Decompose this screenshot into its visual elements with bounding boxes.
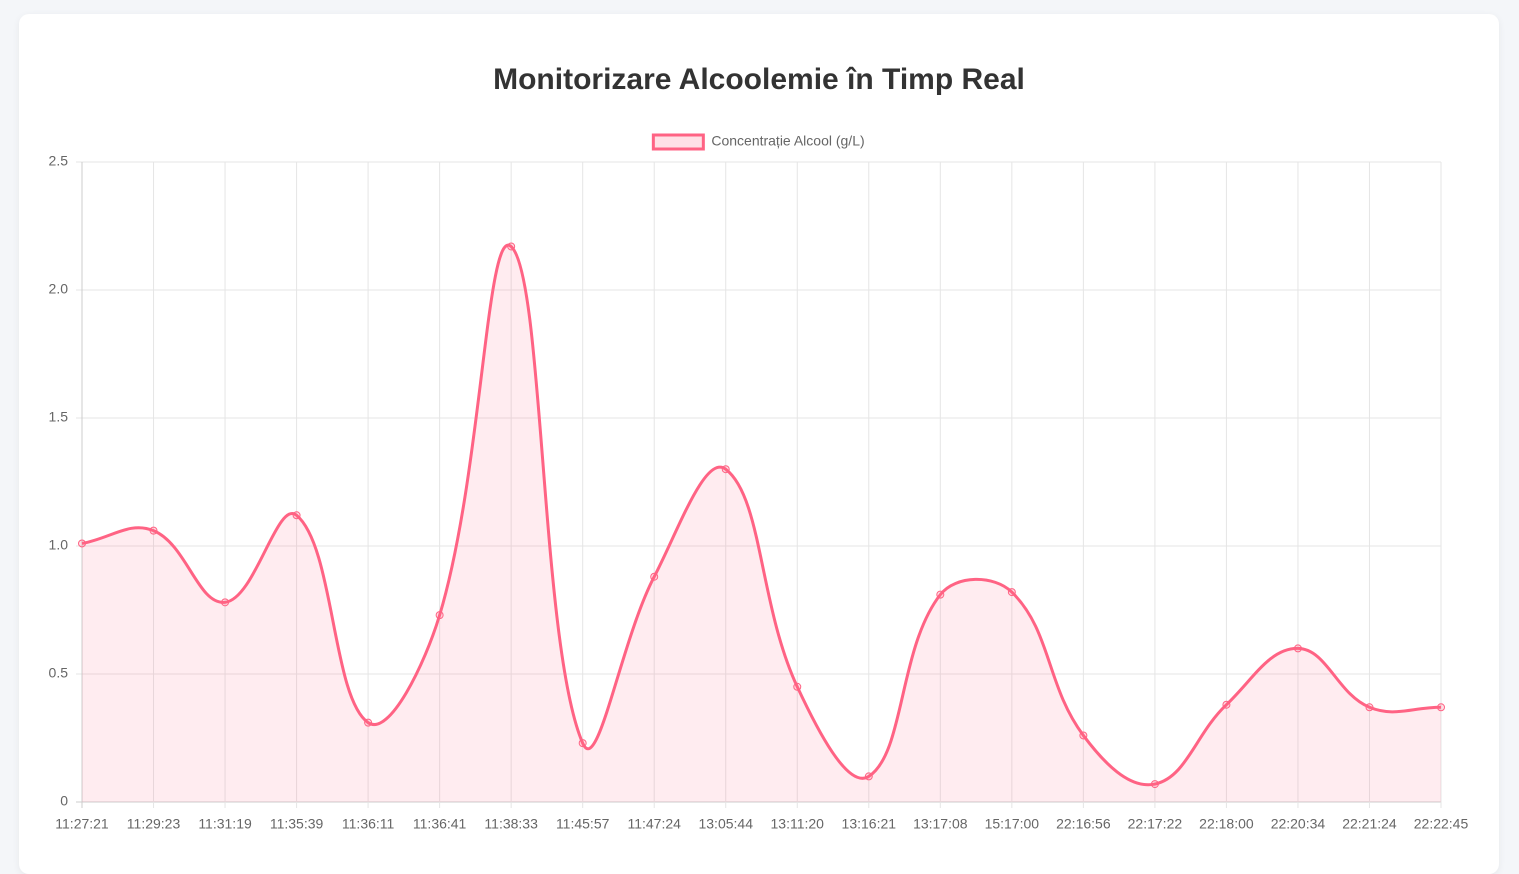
x-tick-label: 13:11:20 <box>771 816 825 832</box>
x-tick-label: 11:36:41 <box>413 816 467 832</box>
point <box>864 772 873 781</box>
y-tick-label: 2.0 <box>49 281 69 297</box>
point <box>292 511 301 520</box>
point <box>721 465 730 474</box>
line <box>81 243 1442 787</box>
x-tick-label: 13:05:44 <box>698 816 753 832</box>
y-tick-label: 1.0 <box>49 537 69 553</box>
point <box>78 539 86 548</box>
x-tick-label: 11:31:19 <box>198 816 252 832</box>
point <box>1437 703 1445 712</box>
legend-label: Concentrație Alcool (g/L) <box>711 133 864 149</box>
point <box>364 718 373 727</box>
point <box>1365 703 1374 712</box>
point <box>793 682 802 691</box>
point <box>507 242 516 251</box>
x-tick-label: 22:20:34 <box>1271 816 1326 832</box>
point <box>1293 644 1302 653</box>
y-tick-label: 1.5 <box>49 409 69 425</box>
x-tick-label: 22:17:22 <box>1128 816 1183 832</box>
legend-swatch <box>651 133 705 151</box>
x-tick-label: 22:22:45 <box>1414 816 1469 832</box>
point <box>1007 588 1016 597</box>
point <box>149 526 158 535</box>
point <box>1150 780 1159 789</box>
chart-title: Monitorizare Alcoolemie în Timp Real <box>493 63 1025 96</box>
x-tick-label: 11:45:57 <box>556 816 610 832</box>
x-tick-label: 15:17:00 <box>985 816 1040 832</box>
y-tick-label: 0.5 <box>49 665 69 681</box>
area <box>82 245 1441 802</box>
point <box>578 739 587 748</box>
point <box>1079 731 1088 740</box>
y-tick-label: 2.5 <box>49 153 69 169</box>
x-tick-label: 22:18:00 <box>1199 816 1254 832</box>
point <box>936 590 945 599</box>
chart-card <box>19 14 1499 874</box>
x-tick-label: 11:38:33 <box>484 816 538 832</box>
point <box>650 572 659 581</box>
x-tick-label: 11:29:23 <box>127 816 181 832</box>
x-tick-label: 11:36:11 <box>342 816 395 832</box>
x-tick-label: 22:16:56 <box>1056 816 1111 832</box>
x-tick-label: 13:16:21 <box>842 816 897 832</box>
x-tick-label: 13:17:08 <box>913 816 968 832</box>
point <box>221 598 230 607</box>
point <box>1222 700 1231 709</box>
x-tick-label: 22:21:24 <box>1342 816 1397 832</box>
x-tick-label: 11:35:39 <box>270 816 324 832</box>
y-tick-label: 0 <box>60 793 68 809</box>
point <box>435 611 444 620</box>
x-tick-label: 11:47:24 <box>627 816 681 832</box>
x-tick-label: 11:27:21 <box>55 816 109 832</box>
